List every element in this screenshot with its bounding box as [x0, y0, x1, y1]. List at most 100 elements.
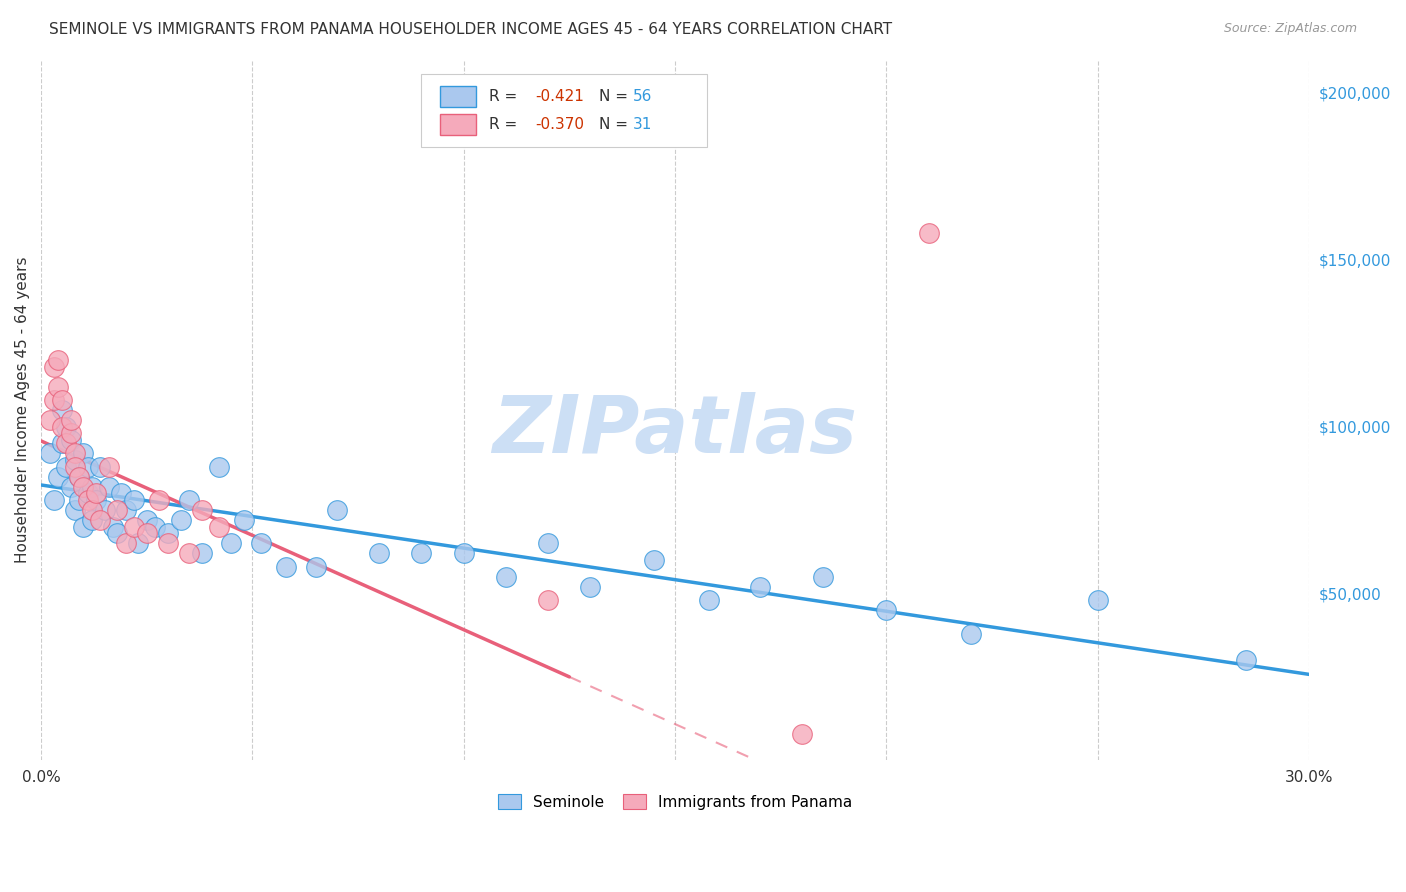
- Point: [55, 459, 77, 474]
- Point: [89, 459, 111, 474]
- FancyBboxPatch shape: [422, 74, 707, 147]
- Point: [101, 520, 124, 534]
- Point: [51, 419, 73, 434]
- Y-axis label: Householder Income Ages 45 - 64 years: Householder Income Ages 45 - 64 years: [15, 257, 30, 563]
- Text: SEMINOLE VS IMMIGRANTS FROM PANAMA HOUSEHOLDER INCOME AGES 45 - 64 YEARS CORRELA: SEMINOLE VS IMMIGRANTS FROM PANAMA HOUSE…: [49, 22, 893, 37]
- Point: [63, 503, 86, 517]
- Point: [67, 469, 90, 483]
- Point: [46, 469, 69, 483]
- Point: [790, 727, 813, 741]
- Point: [51, 392, 73, 407]
- Point: [959, 626, 981, 640]
- Point: [156, 536, 179, 550]
- Text: N =: N =: [599, 117, 633, 132]
- Point: [80, 480, 103, 494]
- Point: [97, 459, 120, 474]
- Point: [177, 546, 200, 560]
- Point: [105, 526, 128, 541]
- Point: [127, 536, 149, 550]
- Point: [1234, 653, 1257, 667]
- Point: [326, 503, 349, 517]
- Point: [46, 353, 69, 368]
- Point: [63, 446, 86, 460]
- Point: [495, 570, 517, 584]
- Point: [276, 559, 298, 574]
- Point: [46, 379, 69, 393]
- Point: [76, 493, 98, 508]
- Point: [1087, 593, 1109, 607]
- Point: [72, 446, 94, 460]
- Point: [55, 419, 77, 434]
- Point: [748, 580, 770, 594]
- Text: Source: ZipAtlas.com: Source: ZipAtlas.com: [1223, 22, 1357, 36]
- Point: [169, 513, 191, 527]
- Point: [233, 513, 256, 527]
- Point: [143, 520, 166, 534]
- Point: [72, 520, 94, 534]
- Point: [917, 226, 939, 240]
- Point: [51, 403, 73, 417]
- Text: N =: N =: [599, 89, 633, 104]
- Point: [59, 480, 82, 494]
- FancyBboxPatch shape: [440, 87, 477, 107]
- Point: [250, 536, 273, 550]
- Point: [643, 553, 665, 567]
- Point: [105, 503, 128, 517]
- Point: [67, 493, 90, 508]
- Point: [219, 536, 242, 550]
- Point: [76, 486, 98, 500]
- Point: [72, 480, 94, 494]
- Text: -0.370: -0.370: [536, 117, 585, 132]
- Point: [42, 493, 65, 508]
- Text: R =: R =: [489, 117, 522, 132]
- Text: 31: 31: [633, 117, 652, 132]
- Point: [59, 426, 82, 441]
- Point: [148, 493, 170, 508]
- Point: [97, 480, 120, 494]
- Point: [875, 603, 897, 617]
- Point: [135, 526, 157, 541]
- Point: [697, 593, 720, 607]
- Point: [122, 520, 145, 534]
- Point: [63, 459, 86, 474]
- Point: [42, 359, 65, 374]
- Point: [80, 503, 103, 517]
- Point: [38, 413, 60, 427]
- Point: [305, 559, 328, 574]
- FancyBboxPatch shape: [440, 114, 477, 136]
- Point: [55, 436, 77, 450]
- Point: [135, 513, 157, 527]
- Legend: Seminole, Immigrants from Panama: Seminole, Immigrants from Panama: [492, 788, 858, 816]
- Point: [156, 526, 179, 541]
- Point: [368, 546, 391, 560]
- Point: [80, 513, 103, 527]
- Text: R =: R =: [489, 89, 522, 104]
- Point: [110, 486, 132, 500]
- Text: ZIPatlas: ZIPatlas: [492, 392, 858, 470]
- Point: [122, 493, 145, 508]
- Point: [537, 536, 560, 550]
- Point: [811, 570, 834, 584]
- Point: [207, 520, 229, 534]
- Point: [59, 413, 82, 427]
- Text: 56: 56: [633, 89, 652, 104]
- Point: [114, 503, 136, 517]
- Text: -0.421: -0.421: [536, 89, 585, 104]
- Point: [42, 392, 65, 407]
- Point: [207, 459, 229, 474]
- Point: [51, 436, 73, 450]
- Point: [177, 493, 200, 508]
- Point: [537, 593, 560, 607]
- Point: [38, 446, 60, 460]
- Point: [411, 546, 433, 560]
- Point: [114, 536, 136, 550]
- Point: [190, 503, 212, 517]
- Point: [453, 546, 475, 560]
- Point: [67, 469, 90, 483]
- Point: [63, 453, 86, 467]
- Point: [84, 493, 107, 508]
- Point: [59, 433, 82, 447]
- Point: [89, 513, 111, 527]
- Point: [76, 459, 98, 474]
- Point: [93, 503, 115, 517]
